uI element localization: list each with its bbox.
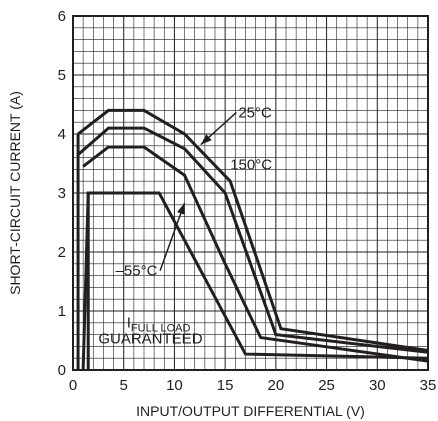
series-line-25c [77,108,429,353]
annotation-arrowhead [177,203,185,215]
annotation-full-load: IFULL LOAD [127,315,191,335]
x-tick-label: 0 [69,377,77,394]
x-tick-label: 15 [217,377,234,394]
grid [73,16,428,370]
x-tick-label: 30 [369,377,386,394]
y-tick-label: 4 [58,126,66,143]
series-line-55c [82,145,429,363]
y-tick-label: 6 [58,8,66,25]
x-axis-label: INPUT/OUTPUT DIFFERENTIAL (V) [136,403,365,419]
annotation-label: –55°C [116,263,158,280]
y-axis-label: SHORT-CIRCUIT CURRENT (A) [7,91,23,295]
annotation-label: 150°C [230,156,272,173]
annotation-arrowhead [200,134,212,145]
y-tick-label: 0 [58,362,66,379]
y-tick-label: 1 [58,303,66,320]
series-line-full-load [81,191,429,371]
x-tick-label: 20 [268,377,285,394]
annotation-full-load-main: I [127,315,131,332]
annotation-label: 25°C [238,104,272,121]
annotation-full-load-sub: FULL LOAD [131,323,191,335]
x-tick-label: 35 [420,377,437,394]
y-tick-label: 2 [58,244,66,261]
x-tick-label: 25 [318,377,335,394]
y-tick-label: 5 [58,67,66,84]
x-tick-label: 10 [166,377,183,394]
series-line-150c [77,126,429,354]
x-tick-label: 5 [120,377,128,394]
series-lines [76,108,429,371]
annotation-label: GUARANTEED [98,330,202,347]
tick-labels: 0 5 10 15 20 25 30 35 0 1 2 3 4 5 6 [58,8,437,394]
annotation-arrow [159,202,186,271]
plot-frame [72,15,429,371]
y-tick-label: 3 [58,185,66,202]
